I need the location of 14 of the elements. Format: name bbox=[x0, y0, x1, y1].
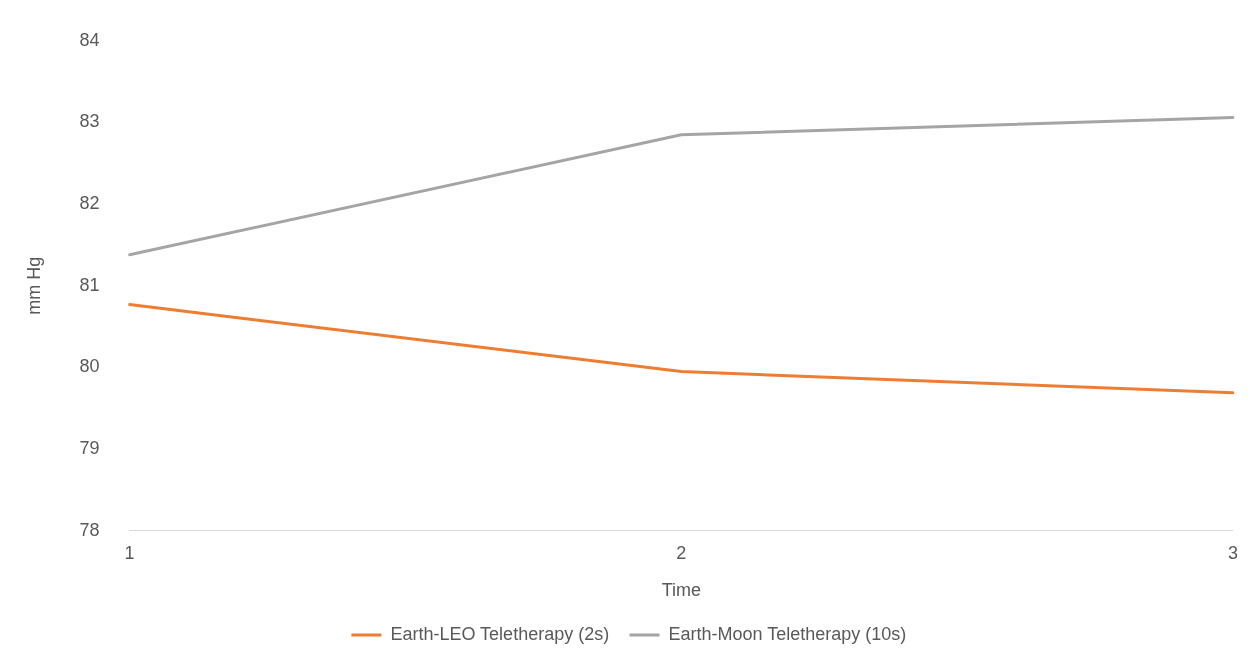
y-tick-label: 82 bbox=[79, 193, 100, 214]
x-tick-label: 3 bbox=[1227, 542, 1238, 563]
y-axis-title: mm Hg bbox=[23, 256, 44, 315]
y-tick-label: 78 bbox=[79, 519, 100, 540]
x-tick-label: 1 bbox=[124, 542, 135, 563]
legend-label: Earth-Moon Teletherapy (10s) bbox=[668, 623, 907, 644]
x-axis-title: Time bbox=[661, 580, 701, 601]
x-tick-label: 2 bbox=[676, 542, 687, 563]
y-tick-label: 81 bbox=[79, 274, 100, 295]
y-tick-label: 79 bbox=[79, 438, 100, 459]
y-tick-label: 83 bbox=[79, 111, 100, 132]
legend-label: Earth-LEO Teletherapy (2s) bbox=[390, 623, 610, 644]
y-tick-label: 84 bbox=[79, 29, 100, 50]
y-tick-label: 80 bbox=[79, 356, 100, 377]
